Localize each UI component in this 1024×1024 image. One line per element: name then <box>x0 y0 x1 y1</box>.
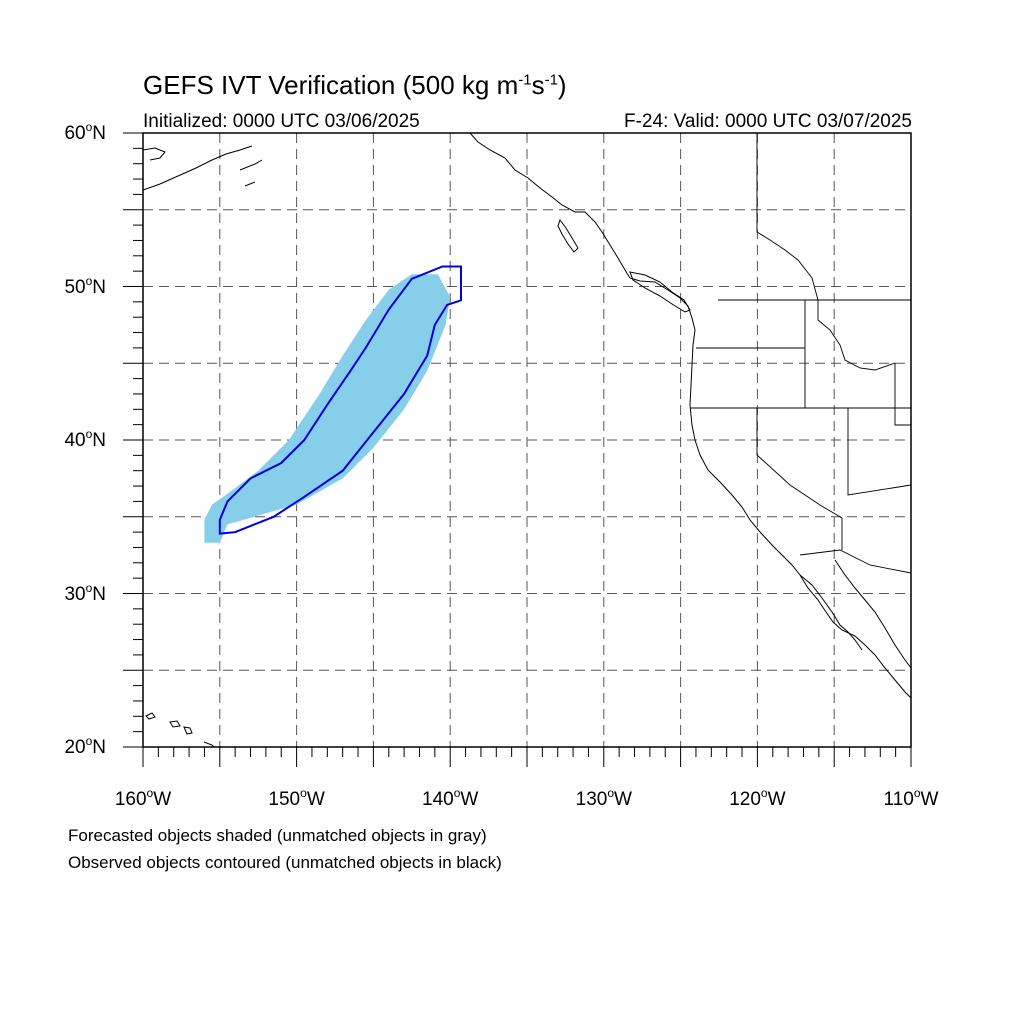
caption-forecast: Forecasted objects shaded (unmatched obj… <box>68 826 487 845</box>
forecast-object-shaded <box>204 274 451 543</box>
title-exponent-1: -1 <box>518 71 532 89</box>
longitude-label: 130oW <box>575 786 632 810</box>
longitude-label: 160oW <box>114 786 172 810</box>
init-time-label: Initialized: 0000 UTC 03/06/2025 <box>143 111 420 132</box>
axis-ticks <box>123 132 912 767</box>
valid-time-label: F-24: Valid: 0000 UTC 03/07/2025 <box>624 111 912 132</box>
latitude-label: 50oN <box>64 273 106 298</box>
alaska-peninsula <box>143 145 263 191</box>
caption-observed: Observed objects contoured (unmatched ob… <box>68 853 502 872</box>
title-close: ) <box>557 70 567 100</box>
latitude-label: 40oN <box>64 427 106 451</box>
state-borders <box>690 133 911 574</box>
longitude-label: 120oW <box>729 786 786 810</box>
graticule <box>143 133 911 747</box>
longitude-label: 110oW <box>883 786 939 810</box>
latitude-label: 30oN <box>64 580 106 605</box>
latitude-label: 20oN <box>64 734 106 758</box>
title-text: GEFS IVT Verification (500 kg m <box>143 70 519 100</box>
latitude-label: 60oN <box>64 120 106 144</box>
haida-gwaii <box>557 218 579 253</box>
title-text-s: s <box>531 70 545 100</box>
longitude-label: 150oW <box>268 786 325 810</box>
figure-title: GEFS IVT Verification (500 kg m-1s-1) <box>143 70 567 101</box>
hawaii-islands <box>145 712 215 747</box>
longitude-label: 140oW <box>422 786 479 810</box>
vancouver-island <box>629 271 691 313</box>
title-exponent-2: -1 <box>544 71 558 89</box>
baja-california <box>799 559 911 669</box>
observed-object-contour <box>218 265 462 535</box>
alaska-bc-coastline <box>469 133 911 699</box>
coastlines-and-borders <box>143 133 911 747</box>
